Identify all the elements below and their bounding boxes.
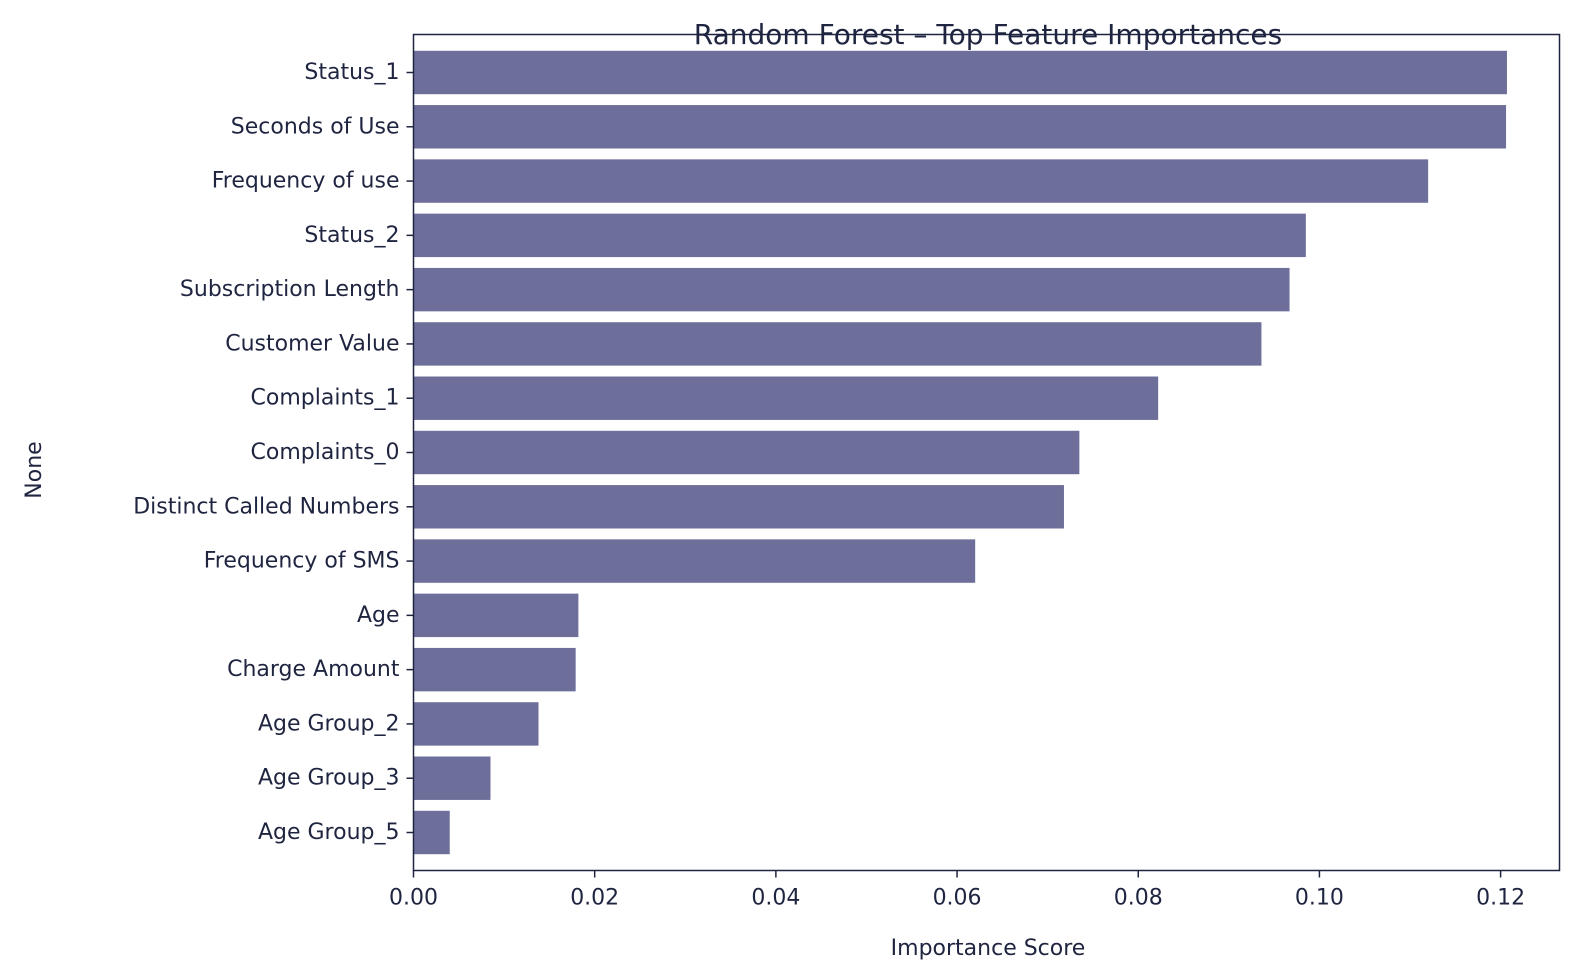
category-label: Frequency of SMS — [204, 549, 400, 574]
category-label: Complaints_1 — [251, 386, 400, 411]
category-label: Age — [357, 603, 400, 628]
category-label: Complaints_0 — [251, 440, 400, 465]
category-label: Age Group_5 — [258, 820, 400, 845]
bar — [413, 159, 1429, 203]
bar — [413, 322, 1262, 366]
x-tick-label: 0.06 — [933, 886, 982, 911]
x-tick-label: 0.10 — [1295, 886, 1344, 911]
bar — [413, 756, 491, 800]
x-tick-label: 0.02 — [570, 886, 619, 911]
category-label: Status_1 — [304, 60, 399, 85]
x-axis-ticks: 0.00 0.02 0.04 0.06 0.08 0.10 0.12 — [389, 870, 1525, 911]
category-label: Age Group_3 — [258, 766, 400, 791]
category-label: Distinct Called Numbers — [133, 494, 399, 519]
category-label: Subscription Length — [180, 277, 400, 302]
bar — [413, 539, 976, 583]
x-tick-label: 0.04 — [751, 886, 800, 911]
category-label: Status_2 — [304, 223, 399, 248]
bar — [413, 430, 1080, 475]
x-tick-label: 0.12 — [1476, 886, 1525, 911]
x-tick-label: 0.08 — [1114, 886, 1163, 911]
bar — [413, 267, 1290, 312]
bar — [413, 485, 1064, 529]
bar — [413, 50, 1507, 95]
category-label: Frequency of use — [212, 169, 400, 194]
bar — [413, 647, 576, 692]
bar — [413, 810, 450, 855]
bars-group — [413, 50, 1507, 855]
y-axis-title: None — [22, 441, 47, 498]
bar — [413, 105, 1507, 149]
x-axis-title: Importance Score — [891, 936, 1086, 961]
bar — [413, 376, 1159, 420]
category-label: Seconds of Use — [231, 114, 400, 139]
bar — [413, 593, 579, 638]
bar — [413, 213, 1306, 258]
plot-frame — [412, 33, 1561, 872]
x-tick-label: 0.00 — [389, 886, 438, 911]
category-labels: Status_1 Seconds of Use Frequency of use St… — [133, 60, 414, 845]
category-label: Charge Amount — [227, 657, 400, 682]
bar — [413, 702, 539, 746]
category-label: Age Group_2 — [258, 711, 400, 736]
category-label: Customer Value — [225, 331, 399, 356]
